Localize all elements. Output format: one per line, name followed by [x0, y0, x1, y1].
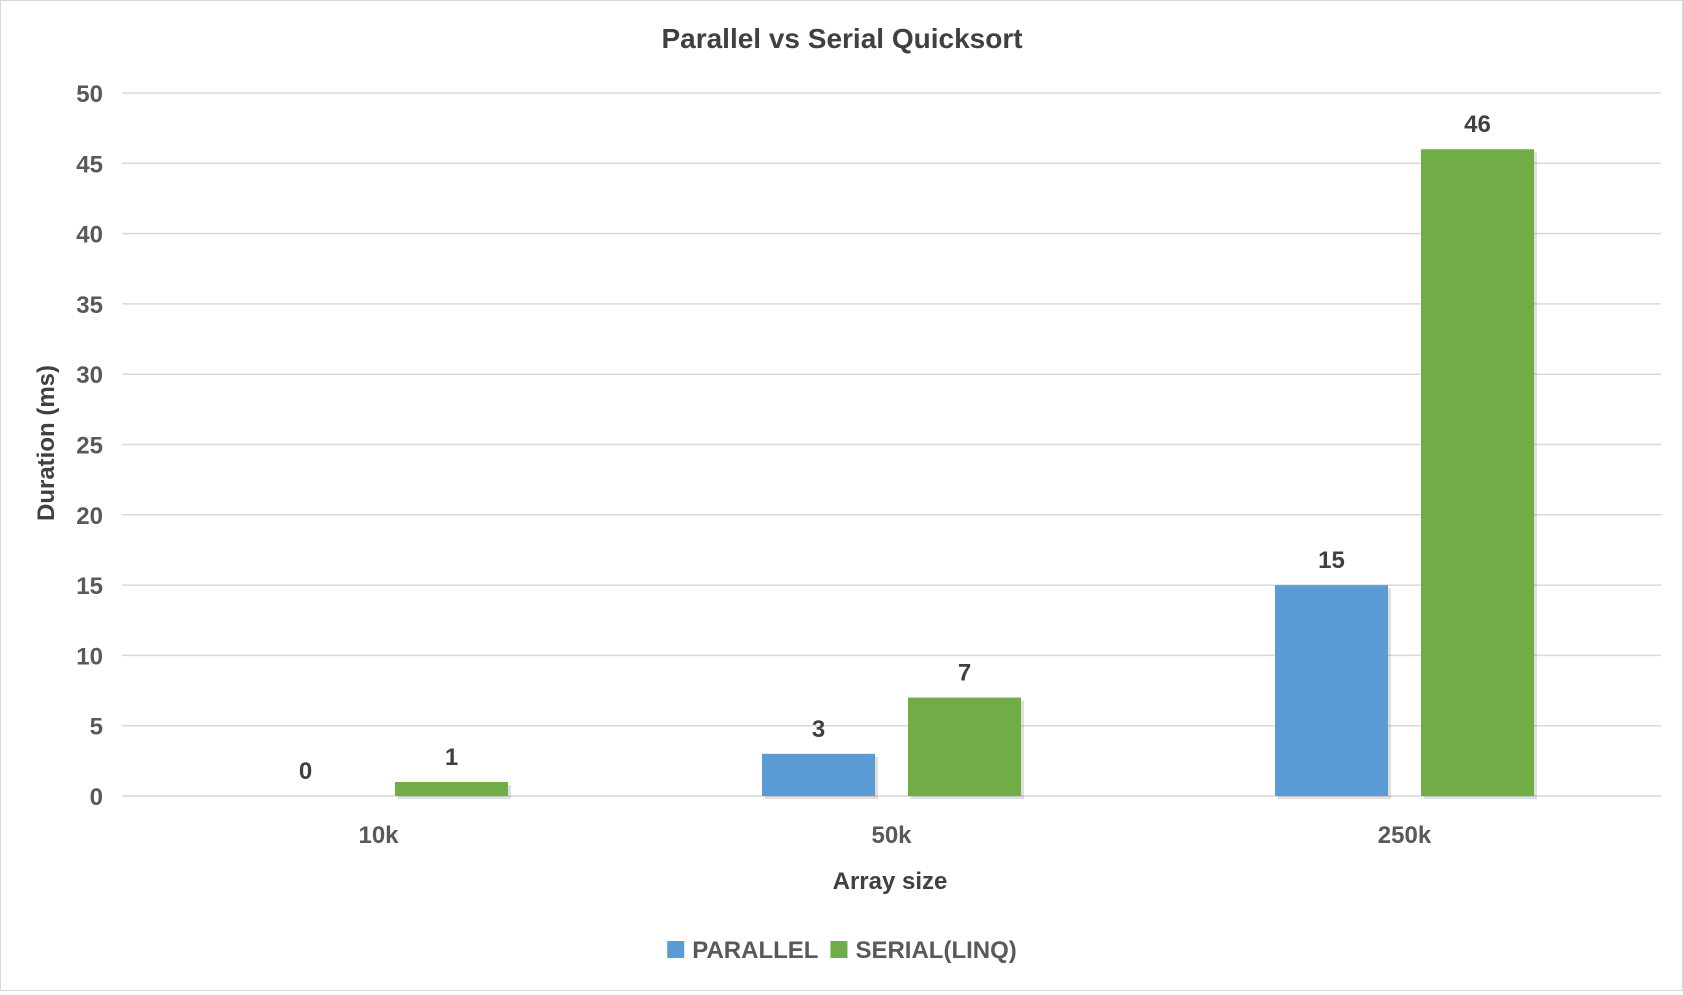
y-axis-ticks: 0 5 10 15 20 25 30 35 40 45 50	[76, 81, 103, 811]
bar	[908, 697, 1021, 796]
x-tick-label: 10k	[358, 822, 399, 849]
data-labels: 0 1 3 7 15 46	[299, 111, 1491, 785]
data-label: 0	[299, 758, 312, 785]
legend-label: SERIAL(LINQ)	[855, 937, 1016, 964]
data-label: 46	[1464, 111, 1491, 138]
data-label: 1	[445, 744, 458, 771]
bar	[1275, 585, 1388, 796]
legend-swatch	[830, 941, 848, 958]
y-tick-label: 0	[90, 784, 103, 811]
legend: PARALLEL SERIAL(LINQ)	[667, 937, 1017, 964]
y-axis-label: Duration (ms)	[33, 365, 60, 521]
y-tick-label: 50	[76, 81, 103, 108]
bar	[1421, 149, 1534, 797]
y-tick-label: 40	[76, 222, 103, 249]
y-tick-label: 30	[76, 362, 103, 389]
y-tick-label: 15	[76, 573, 103, 600]
gridlines	[122, 92, 1661, 797]
y-tick-label: 5	[90, 714, 103, 741]
x-tick-label: 250k	[1378, 822, 1432, 849]
chart-title: Parallel vs Serial Quicksort	[661, 23, 1022, 54]
y-tick-label: 45	[76, 151, 103, 178]
data-label: 3	[812, 716, 825, 743]
x-tick-label: 50k	[871, 822, 912, 849]
x-axis-label: Array size	[833, 868, 948, 895]
y-tick-label: 20	[76, 503, 103, 530]
x-axis-ticks: 10k 50k 250k	[358, 822, 1431, 849]
bars	[395, 149, 1537, 800]
data-label: 7	[958, 660, 971, 687]
y-tick-label: 25	[76, 433, 103, 460]
bar	[395, 781, 508, 796]
y-tick-label: 35	[76, 292, 103, 319]
y-tick-label: 10	[76, 643, 103, 670]
legend-label: PARALLEL	[692, 937, 818, 964]
data-label: 15	[1318, 547, 1345, 574]
bar	[762, 753, 875, 796]
legend-swatch	[667, 941, 685, 958]
